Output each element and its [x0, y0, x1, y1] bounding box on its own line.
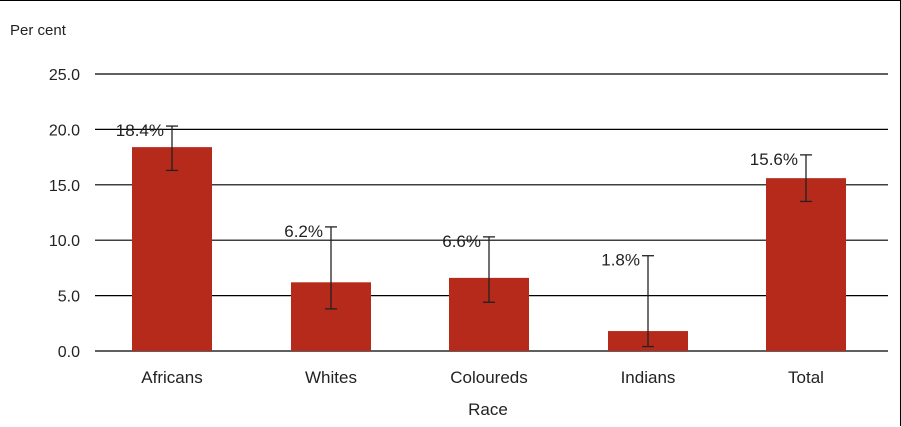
data-label: 6.2% — [284, 222, 323, 241]
y-tick-label: 25.0 — [49, 67, 80, 84]
y-tick-label: 0.0 — [58, 344, 80, 361]
x-tick-label: Coloureds — [450, 368, 528, 387]
data-label: 18.4% — [116, 121, 164, 140]
data-label: 15.6% — [750, 150, 798, 169]
x-tick-label: Whites — [305, 368, 357, 387]
data-label: 1.8% — [601, 251, 640, 270]
x-axis-title: Race — [468, 400, 508, 419]
x-tick-label: Indians — [621, 368, 676, 387]
error-bar-layer — [166, 125, 812, 348]
grid-layer — [95, 73, 888, 352]
data-label: 6.6% — [442, 232, 481, 251]
y-tick-label: 5.0 — [58, 289, 80, 306]
bar-africans — [132, 147, 212, 351]
y-tick-label: 10.0 — [49, 233, 80, 250]
bar-total — [766, 178, 846, 351]
y-tick-label: 15.0 — [49, 178, 80, 195]
x-tick-label: Total — [788, 368, 824, 387]
y-axis-unit-label: Per cent — [10, 22, 67, 39]
x-tick-label: Africans — [141, 368, 202, 387]
y-tick-label: 20.0 — [49, 122, 80, 139]
label-layer: 0.0 5.0 10.0 15.0 20.0 25.0 18.4% Africans 6.2% W… — [49, 67, 824, 387]
